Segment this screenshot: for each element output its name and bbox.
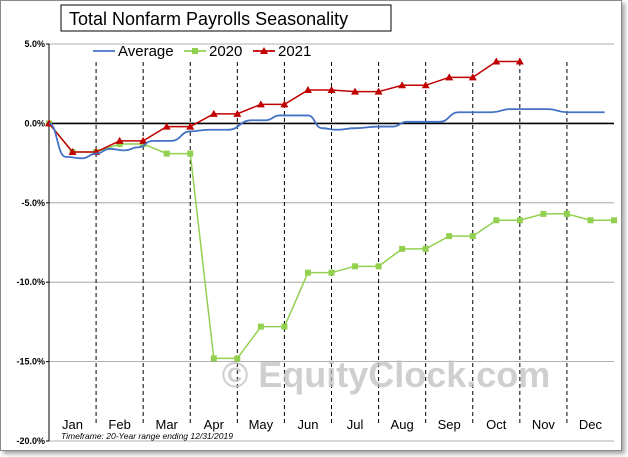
- month-label: Nov: [532, 417, 556, 432]
- legend-label: Average: [118, 43, 174, 60]
- series-2021: [45, 57, 524, 155]
- data-point-2020: [446, 233, 453, 240]
- data-point-2021: [327, 86, 336, 94]
- month-label: Jan: [62, 417, 83, 432]
- legend-entry-average: Average: [93, 43, 174, 60]
- data-point-2021: [256, 100, 265, 108]
- chart-title: Total Nonfarm Payrolls Seasonality: [69, 9, 348, 29]
- series-layer: [45, 57, 617, 362]
- y-tick-label: -5.0%: [21, 198, 45, 208]
- grid-layer: [49, 43, 614, 442]
- month-label: Oct: [486, 417, 507, 432]
- series-line-average: [48, 108, 605, 160]
- data-point-2021: [445, 73, 454, 81]
- month-label: Mar: [156, 417, 179, 432]
- data-point-2021: [186, 122, 195, 130]
- data-point-2020: [611, 217, 617, 224]
- month-label: May: [249, 417, 274, 432]
- data-point-2021: [280, 100, 289, 108]
- data-point-2020: [281, 323, 288, 330]
- data-point-2021: [139, 136, 148, 144]
- month-label: Aug: [391, 417, 414, 432]
- month-label: Sep: [438, 417, 461, 432]
- y-tick-label: 5.0%: [24, 39, 45, 49]
- footnote-text: Timeframe: 20-Year range ending 12/31/20…: [61, 431, 233, 441]
- series-2020: [46, 120, 617, 362]
- y-tick-label: -15.0%: [16, 357, 45, 367]
- month-label: Apr: [204, 417, 225, 432]
- y-tick-label: -10.0%: [16, 277, 45, 287]
- data-point-2021: [233, 109, 242, 117]
- data-point-2020: [187, 150, 194, 157]
- data-point-2020: [563, 210, 570, 217]
- seasonality-chart: © EquityClock.com 5.0% 0.0% -5.0% -10.0% -15…: [16, 4, 617, 446]
- data-point-2020: [257, 323, 264, 330]
- data-point-2021: [115, 136, 124, 144]
- legend-label: 2021: [278, 43, 311, 60]
- data-point-2020: [587, 217, 594, 224]
- legend-entry-2021: 2021: [253, 43, 311, 60]
- data-point-2020: [210, 355, 217, 362]
- month-label: Dec: [579, 417, 603, 432]
- data-point-2021: [68, 147, 77, 155]
- data-point-2021: [421, 81, 430, 89]
- data-point-2021: [209, 109, 218, 117]
- data-point-2020: [140, 141, 147, 148]
- data-point-2020: [516, 217, 523, 224]
- legend-entry-2020: 2020: [184, 43, 242, 60]
- data-point-2021: [398, 81, 407, 89]
- month-label: Feb: [108, 417, 130, 432]
- data-point-2021: [374, 87, 383, 95]
- data-point-2020: [375, 263, 382, 270]
- watermark-text: © EquityClock.com: [222, 354, 551, 395]
- data-point-2021: [303, 86, 312, 94]
- data-point-2021: [492, 57, 501, 65]
- data-point-2021: [468, 73, 477, 81]
- data-point-2020: [328, 269, 335, 276]
- data-point-2020: [540, 210, 547, 217]
- data-point-2020: [399, 245, 406, 252]
- axis-layer: 5.0% 0.0% -5.0% -10.0% -15.0% -20.0% Jan Feb Mar…: [16, 39, 614, 446]
- data-point-2020: [422, 245, 429, 252]
- data-point-2020: [352, 263, 359, 270]
- month-label: Jun: [297, 417, 318, 432]
- data-point-2020: [163, 150, 170, 157]
- legend: Average 2020 2021: [93, 43, 311, 60]
- data-point-2020: [304, 269, 311, 276]
- legend-marker: [260, 47, 268, 54]
- data-point-2021: [515, 57, 524, 65]
- legend-marker: [192, 48, 198, 54]
- series-average: [48, 108, 605, 160]
- y-tick-label: -20.0%: [16, 436, 45, 446]
- y-tick-label: 0.0%: [24, 118, 45, 128]
- chart-frame: © EquityClock.com 5.0% 0.0% -5.0% -10.0% -15…: [0, 0, 622, 451]
- data-point-2021: [162, 122, 171, 130]
- month-label: Jul: [347, 417, 364, 432]
- data-point-2020: [234, 355, 241, 362]
- legend-label: 2020: [209, 43, 242, 60]
- data-point-2020: [116, 141, 123, 148]
- title-box: Total Nonfarm Payrolls Seasonality: [60, 4, 392, 32]
- data-point-2020: [493, 217, 500, 224]
- title-border: [60, 4, 392, 32]
- data-point-2021: [351, 87, 360, 95]
- data-point-2020: [469, 233, 476, 240]
